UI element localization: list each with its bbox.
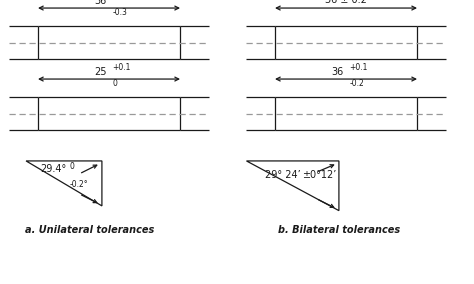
Text: +0.1: +0.1 — [349, 63, 368, 72]
Text: 29.4°: 29.4° — [40, 164, 66, 174]
Text: 0: 0 — [112, 79, 117, 87]
Text: 29° 24’: 29° 24’ — [265, 170, 301, 180]
Text: 25: 25 — [94, 67, 107, 77]
Text: ±0°12’: ±0°12’ — [302, 170, 337, 180]
Text: 0: 0 — [112, 0, 117, 1]
Text: a. Unilateral tolerances: a. Unilateral tolerances — [26, 225, 155, 235]
Text: b. Bilateral tolerances: b. Bilateral tolerances — [278, 225, 400, 235]
Text: -0.3: -0.3 — [112, 8, 127, 16]
Text: -0.2: -0.2 — [349, 79, 364, 87]
Text: 0: 0 — [70, 162, 74, 171]
Text: 36: 36 — [94, 0, 107, 6]
Text: -0.2°: -0.2° — [70, 180, 88, 189]
Text: 36 ± 0.2: 36 ± 0.2 — [325, 0, 367, 5]
Text: 36: 36 — [331, 67, 344, 77]
Text: +0.1: +0.1 — [112, 63, 131, 72]
